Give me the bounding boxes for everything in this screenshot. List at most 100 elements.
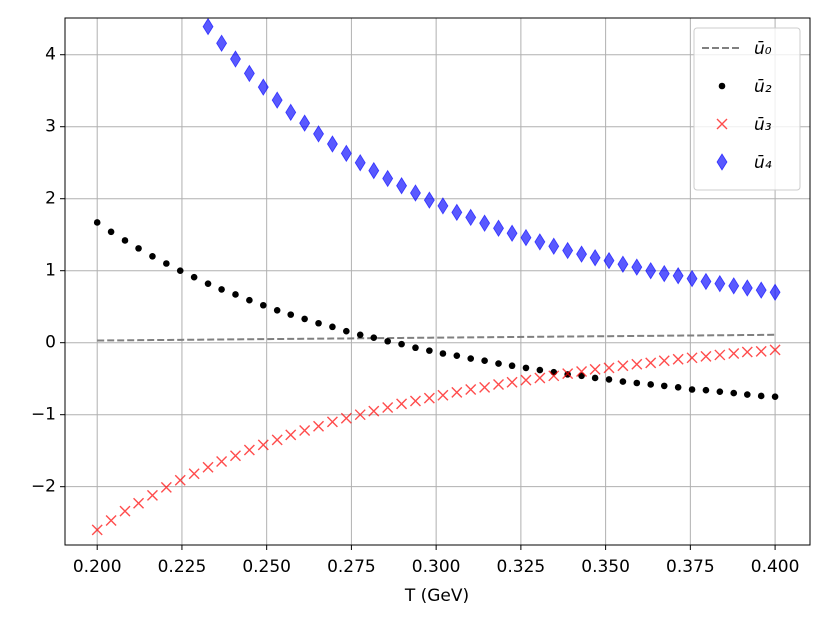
cross-marker <box>368 405 380 417</box>
cross-marker <box>174 474 186 486</box>
diamond-marker <box>368 161 380 180</box>
diamond-marker <box>271 91 283 109</box>
dot-marker <box>688 386 696 393</box>
cross-marker <box>672 353 684 365</box>
x-tick-label: 0.400 <box>751 557 800 577</box>
cross-marker <box>133 497 145 509</box>
cross-marker <box>576 365 588 377</box>
diamond-marker <box>700 272 712 291</box>
legend-label: ū₂ <box>754 77 772 97</box>
cross-marker <box>105 515 117 527</box>
cross-marker <box>216 455 228 467</box>
cross-marker <box>299 425 311 437</box>
cross-marker <box>520 374 532 386</box>
dot-marker <box>536 366 544 374</box>
diamond-marker <box>520 228 532 247</box>
cross-marker <box>313 420 325 432</box>
dot-marker <box>702 386 710 394</box>
diamond-marker <box>326 135 338 153</box>
cross-marker <box>188 468 200 480</box>
cross-marker <box>728 348 740 359</box>
dot-marker <box>384 337 391 345</box>
cross-marker <box>506 376 518 388</box>
x-axis-label: T (GeV) <box>404 586 469 606</box>
cross-marker <box>534 372 546 384</box>
dot-marker <box>149 253 156 260</box>
dot-marker <box>481 357 488 364</box>
diamond-marker <box>562 241 574 260</box>
dot-marker <box>398 340 405 348</box>
cross-marker <box>229 450 241 462</box>
dot-marker <box>93 219 101 226</box>
diamond-marker <box>396 176 408 195</box>
x-tick-label: 0.350 <box>581 557 630 577</box>
dot-marker <box>633 379 641 387</box>
diamond-marker <box>354 153 366 172</box>
cross-marker <box>285 429 297 441</box>
cross-marker <box>396 398 408 410</box>
dot-marker <box>550 368 558 376</box>
diamond-marker <box>714 274 726 293</box>
dot-marker <box>163 260 170 267</box>
cross-marker <box>340 412 352 424</box>
dot-marker <box>273 306 281 314</box>
dot-marker <box>204 280 212 287</box>
legend-box <box>693 27 801 191</box>
dot-marker <box>176 267 184 275</box>
grid-layer <box>65 18 810 545</box>
cross-marker <box>257 439 269 451</box>
dot-marker <box>771 393 779 400</box>
cross-marker <box>326 416 338 428</box>
diamond-marker <box>299 114 311 132</box>
diamond-marker <box>506 224 518 243</box>
dot-marker <box>508 362 516 370</box>
dot-marker <box>246 296 253 304</box>
diamond-marker <box>437 197 449 215</box>
diamond-marker <box>340 144 352 163</box>
cross-marker <box>700 350 712 362</box>
cross-marker <box>354 409 366 421</box>
cross-marker <box>603 362 615 374</box>
x-tick-label: 0.250 <box>242 557 291 577</box>
cross-marker <box>146 489 158 501</box>
cross-marker <box>119 505 131 517</box>
dot-marker <box>716 388 724 395</box>
cross-marker <box>548 370 560 382</box>
dot-marker <box>232 291 239 298</box>
diamond-marker <box>423 191 435 209</box>
diamond-marker <box>631 258 643 276</box>
cross-marker <box>716 118 728 130</box>
cross-marker <box>479 381 491 393</box>
cross-marker <box>658 355 670 367</box>
y-tick-label: −2 <box>31 477 56 497</box>
diamond-marker <box>589 248 601 267</box>
dot-marker <box>190 273 198 281</box>
dot-marker <box>218 286 225 293</box>
cross-marker <box>465 383 477 395</box>
dot-marker <box>329 323 336 331</box>
diamond-marker <box>230 50 241 68</box>
dot-marker <box>674 384 682 391</box>
diamond-marker <box>257 78 269 96</box>
diamond-marker <box>313 125 325 143</box>
diamond-marker <box>728 277 740 295</box>
dot-marker <box>439 350 447 357</box>
dot-marker <box>718 82 726 90</box>
cross-marker <box>423 392 435 404</box>
dot-marker <box>135 245 142 252</box>
x-tick-label: 0.275 <box>327 557 376 577</box>
dot-marker <box>605 376 613 383</box>
legend-label: ū₄ <box>754 153 772 173</box>
dot-marker <box>259 301 267 309</box>
cross-marker <box>617 360 629 372</box>
y-tick-label: 0 <box>45 333 56 353</box>
diamond-marker <box>603 251 615 270</box>
cross-marker <box>409 395 421 407</box>
dot-marker <box>730 389 738 397</box>
cross-marker <box>382 401 394 413</box>
diamond-marker <box>216 34 228 52</box>
cross-marker <box>160 481 172 493</box>
dot-marker <box>743 391 751 398</box>
dot-marker <box>343 327 350 335</box>
